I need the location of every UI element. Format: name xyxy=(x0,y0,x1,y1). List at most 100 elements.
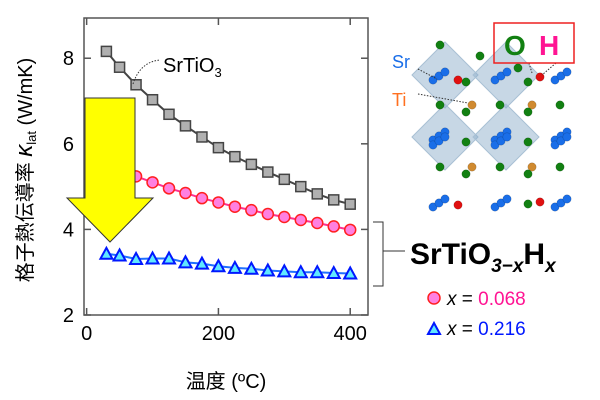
data-point-triangle xyxy=(111,247,128,262)
label-leaders xyxy=(417,62,557,104)
ti-atom xyxy=(527,162,537,172)
data-point-square xyxy=(245,158,258,171)
data-point-circle xyxy=(162,182,176,195)
data-point-triangle xyxy=(260,262,276,277)
crystal-structure-image xyxy=(411,40,572,212)
o-atom xyxy=(555,162,565,172)
y-tick-label: 8 xyxy=(63,48,74,70)
sr-atom xyxy=(428,140,438,150)
sr-atom xyxy=(496,136,506,146)
data-point-circle xyxy=(212,196,225,209)
data-point-triangle xyxy=(227,259,243,274)
sr-atom xyxy=(550,75,560,85)
o-atom xyxy=(495,100,505,110)
data-point-square xyxy=(212,141,225,154)
data-point-triangle xyxy=(144,250,161,265)
ti-atom xyxy=(527,100,537,110)
h-atom xyxy=(535,197,545,207)
data-point-triangle xyxy=(210,258,227,273)
data-point-square xyxy=(113,61,126,73)
o-atom xyxy=(523,199,533,209)
o-atom xyxy=(523,137,533,147)
data-point-square xyxy=(130,79,142,91)
data-point-triangle xyxy=(243,260,260,275)
o-atom xyxy=(461,137,471,147)
sr-atom xyxy=(502,132,512,142)
o-atom xyxy=(461,169,471,179)
data-point-circle xyxy=(228,200,242,213)
y-tick-label: 6 xyxy=(63,134,74,156)
o-atom xyxy=(475,51,485,61)
sr-atom xyxy=(440,132,450,142)
formula-label: SrTiO3−xHx xyxy=(410,238,557,277)
o-atom xyxy=(523,77,533,87)
label-sr: Sr xyxy=(392,52,410,72)
o-atom xyxy=(435,100,445,110)
o-atom xyxy=(513,63,523,73)
y-axis-label: 格子熱伝導率 κlat (W/mK) xyxy=(11,58,39,283)
legend-item-1: x = 0.216 xyxy=(446,319,526,340)
o-atom xyxy=(461,77,471,87)
legend-item-0: x = 0.068 xyxy=(446,289,526,310)
sr-atom xyxy=(496,71,506,81)
sr-atom xyxy=(490,202,500,212)
h-atom xyxy=(453,75,463,85)
data-point-circle xyxy=(311,216,324,230)
label-h: H xyxy=(539,30,559,61)
sr-atom xyxy=(502,67,512,77)
data-point-triangle xyxy=(194,255,210,270)
data-point-circle xyxy=(146,176,159,189)
data-point-square xyxy=(311,188,324,200)
sr-atom xyxy=(434,136,444,146)
data-point-triangle xyxy=(326,264,342,280)
data-point-square xyxy=(100,45,113,58)
sr-atom xyxy=(562,132,572,142)
h-atom xyxy=(453,200,463,210)
data-point-square xyxy=(163,108,175,121)
ti-atom xyxy=(467,162,477,172)
data-point-square xyxy=(327,194,340,206)
o-atom xyxy=(495,162,505,172)
data-point-triangle xyxy=(161,250,177,265)
data-point-circle xyxy=(278,210,291,224)
sr-atom xyxy=(434,198,444,208)
x-tick-label: 400 xyxy=(334,323,367,345)
data-point-triangle xyxy=(177,254,194,269)
series-line-0 xyxy=(105,50,351,206)
data-point-square xyxy=(229,150,241,163)
bracket xyxy=(373,221,405,287)
sr-atom xyxy=(490,140,500,150)
data-point-circle xyxy=(261,207,275,221)
data-point-circle xyxy=(245,203,258,217)
legend-triangle-marker xyxy=(426,320,442,335)
x-tick-label: 0 xyxy=(81,323,92,345)
annotation-srtio3: SrTiO3 xyxy=(163,55,222,80)
sr-atom xyxy=(440,67,450,77)
h-atom xyxy=(535,72,545,82)
sr-atom xyxy=(490,75,500,85)
data-point-square xyxy=(196,131,208,143)
data-point-circle xyxy=(179,186,192,200)
label-ti: Ti xyxy=(392,90,406,110)
o-atom xyxy=(523,169,533,179)
data-point-triangle xyxy=(342,265,358,280)
sr-atom xyxy=(434,71,444,81)
label-o: O xyxy=(504,30,526,61)
y-tick-label: 2 xyxy=(63,305,74,327)
sr-atom xyxy=(440,194,450,204)
data-point-circle xyxy=(327,220,340,233)
data-point-square xyxy=(295,180,307,193)
data-point-circle xyxy=(343,223,357,237)
ti-atom xyxy=(467,100,477,110)
plot-frame xyxy=(83,17,369,316)
data-point-triangle xyxy=(98,245,115,260)
sr-atom xyxy=(428,202,438,212)
data-point-square xyxy=(344,198,356,210)
data-point-triangle xyxy=(293,264,309,279)
sr-atom xyxy=(550,140,560,150)
x-tick-label: 200 xyxy=(202,323,235,345)
o-atom xyxy=(435,162,445,172)
data-point-square xyxy=(146,93,159,106)
